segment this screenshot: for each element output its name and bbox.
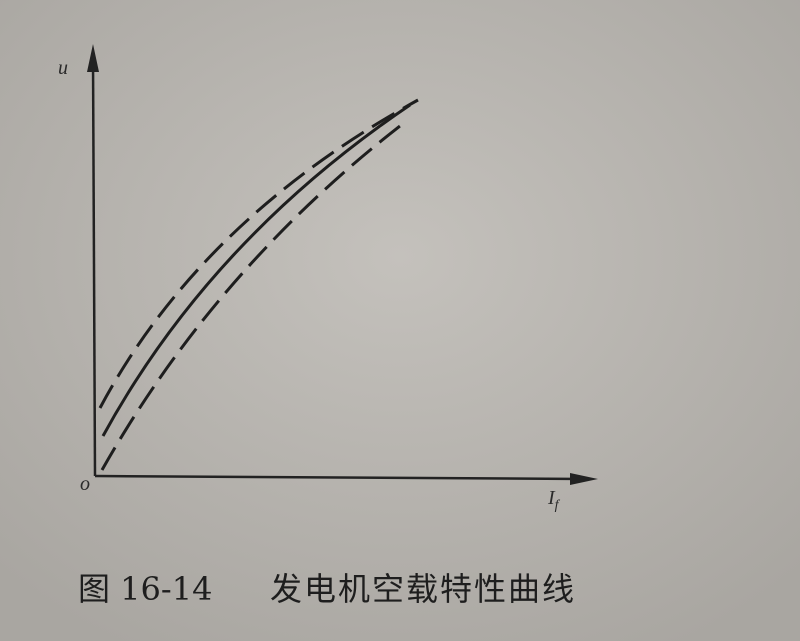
curve-lower	[100, 124, 401, 471]
x-label: If	[547, 487, 561, 513]
x-axis	[94, 474, 586, 481]
curve-main	[101, 103, 411, 437]
caption-title: 发电机空载特性曲线	[270, 570, 576, 608]
curves	[98, 98, 419, 471]
caption-number: 图 16-14	[78, 570, 212, 608]
y-axis	[91, 57, 97, 477]
x-label-sub: f	[555, 498, 561, 513]
origin-label: o	[80, 473, 90, 495]
y-label: u	[58, 57, 68, 79]
x-label-main: I	[547, 487, 556, 509]
curve-upper	[98, 98, 419, 409]
axes	[87, 44, 598, 485]
y-arrow	[87, 44, 99, 72]
x-arrow	[570, 473, 598, 485]
